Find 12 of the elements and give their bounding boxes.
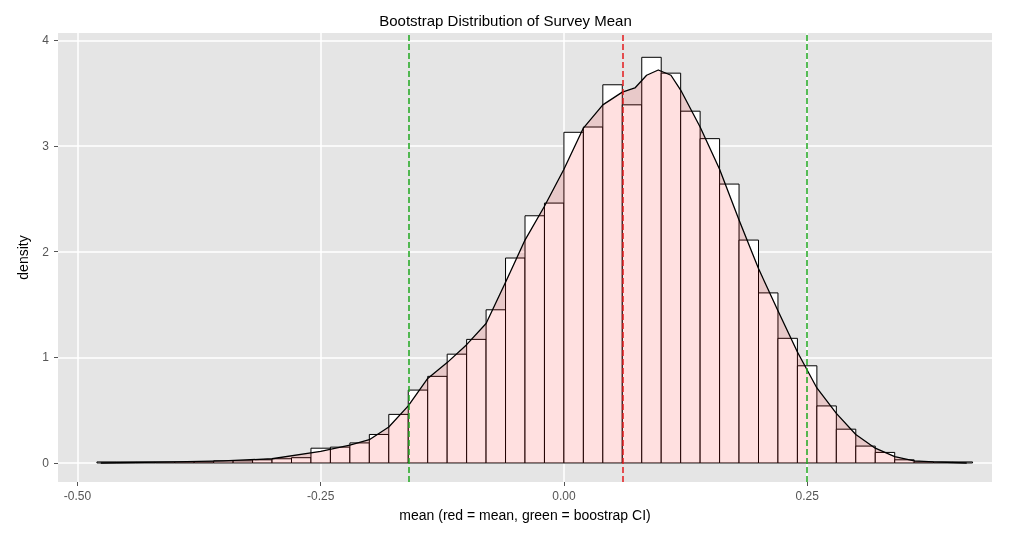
y-tick-label: 3 <box>42 139 50 154</box>
x-axis-title: mean (red = mean, green = boostrap CI) <box>399 507 651 523</box>
x-tick-label: -0.25 <box>307 489 335 503</box>
y-tick-label: 4 <box>42 33 50 48</box>
y-tick-label: 0 <box>42 455 50 470</box>
x-tick-label: 0.25 <box>795 489 820 503</box>
y-axis-title: density <box>15 235 31 280</box>
chart-title: Bootstrap Distribution of Survey Mean <box>379 12 632 29</box>
x-tick-label: -0.50 <box>63 489 92 503</box>
y-tick-label: 1 <box>42 350 50 365</box>
x-tick-label: 0.00 <box>552 489 576 503</box>
y-tick-label: 2 <box>42 244 50 259</box>
